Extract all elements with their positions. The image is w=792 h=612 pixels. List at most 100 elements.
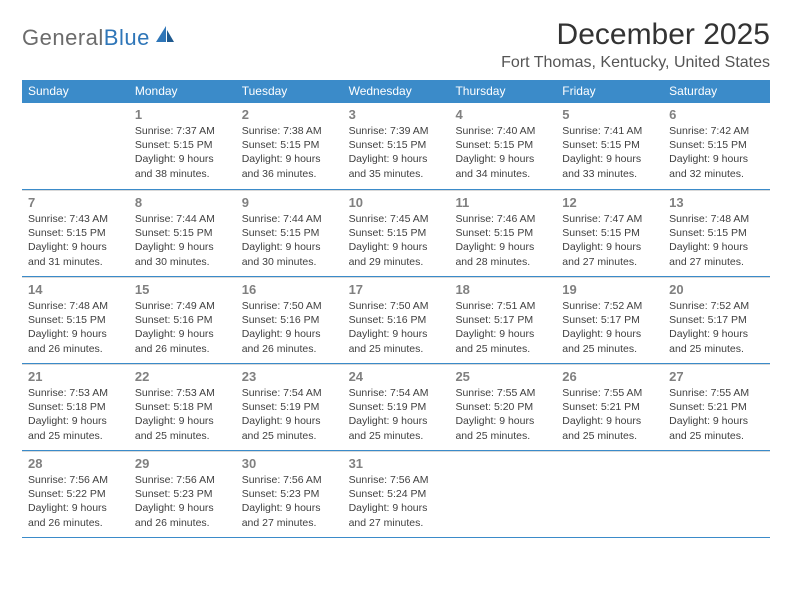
sunrise-line: Sunrise: 7:37 AM [135, 124, 230, 138]
sunrise-line: Sunrise: 7:53 AM [135, 386, 230, 400]
calendar-cell: 14Sunrise: 7:48 AMSunset: 5:15 PMDayligh… [22, 277, 129, 363]
daylight-line: Daylight: 9 hours and 31 minutes. [28, 240, 123, 268]
sunrise-line: Sunrise: 7:42 AM [669, 124, 764, 138]
dow-tuesday: Tuesday [236, 80, 343, 103]
daylight-line: Daylight: 9 hours and 33 minutes. [562, 152, 657, 180]
dow-monday: Monday [129, 80, 236, 103]
day-number: 21 [28, 369, 123, 384]
calendar-cell: 25Sunrise: 7:55 AMSunset: 5:20 PMDayligh… [449, 364, 556, 450]
sunrise-line: Sunrise: 7:44 AM [135, 212, 230, 226]
calendar-cell: 23Sunrise: 7:54 AMSunset: 5:19 PMDayligh… [236, 364, 343, 450]
daylight-line: Daylight: 9 hours and 27 minutes. [242, 501, 337, 529]
calendar-cell: 5Sunrise: 7:41 AMSunset: 5:15 PMDaylight… [556, 103, 663, 189]
month-title: December 2025 [501, 18, 770, 52]
daylight-line: Daylight: 9 hours and 25 minutes. [455, 327, 550, 355]
day-number: 1 [135, 107, 230, 122]
daylight-line: Daylight: 9 hours and 25 minutes. [349, 414, 444, 442]
sunset-line: Sunset: 5:15 PM [455, 138, 550, 152]
sunrise-line: Sunrise: 7:55 AM [669, 386, 764, 400]
calendar-cell [663, 451, 770, 537]
day-number: 10 [349, 195, 444, 210]
sunset-line: Sunset: 5:23 PM [135, 487, 230, 501]
sunrise-line: Sunrise: 7:39 AM [349, 124, 444, 138]
calendar-cell: 28Sunrise: 7:56 AMSunset: 5:22 PMDayligh… [22, 451, 129, 537]
sunset-line: Sunset: 5:16 PM [242, 313, 337, 327]
sunset-line: Sunset: 5:21 PM [562, 400, 657, 414]
logo-text: GeneralBlue [22, 25, 150, 51]
daylight-line: Daylight: 9 hours and 25 minutes. [242, 414, 337, 442]
daylight-line: Daylight: 9 hours and 29 minutes. [349, 240, 444, 268]
day-number: 11 [455, 195, 550, 210]
dow-saturday: Saturday [663, 80, 770, 103]
sail-icon [154, 24, 176, 51]
day-number: 5 [562, 107, 657, 122]
day-number: 3 [349, 107, 444, 122]
daylight-line: Daylight: 9 hours and 30 minutes. [135, 240, 230, 268]
sunset-line: Sunset: 5:15 PM [242, 226, 337, 240]
sunrise-line: Sunrise: 7:48 AM [28, 299, 123, 313]
calendar-cell: 3Sunrise: 7:39 AMSunset: 5:15 PMDaylight… [343, 103, 450, 189]
calendar-week: 14Sunrise: 7:48 AMSunset: 5:15 PMDayligh… [22, 277, 770, 364]
day-number: 12 [562, 195, 657, 210]
day-number: 8 [135, 195, 230, 210]
daylight-line: Daylight: 9 hours and 26 minutes. [28, 327, 123, 355]
sunset-line: Sunset: 5:21 PM [669, 400, 764, 414]
daylight-line: Daylight: 9 hours and 32 minutes. [669, 152, 764, 180]
sunset-line: Sunset: 5:19 PM [242, 400, 337, 414]
sunrise-line: Sunrise: 7:46 AM [455, 212, 550, 226]
calendar-cell: 18Sunrise: 7:51 AMSunset: 5:17 PMDayligh… [449, 277, 556, 363]
sunset-line: Sunset: 5:15 PM [562, 138, 657, 152]
sunset-line: Sunset: 5:17 PM [455, 313, 550, 327]
daylight-line: Daylight: 9 hours and 25 minutes. [562, 414, 657, 442]
day-number: 6 [669, 107, 764, 122]
sunset-line: Sunset: 5:16 PM [349, 313, 444, 327]
sunset-line: Sunset: 5:23 PM [242, 487, 337, 501]
daylight-line: Daylight: 9 hours and 25 minutes. [135, 414, 230, 442]
dow-sunday: Sunday [22, 80, 129, 103]
calendar-cell: 21Sunrise: 7:53 AMSunset: 5:18 PMDayligh… [22, 364, 129, 450]
sunrise-line: Sunrise: 7:40 AM [455, 124, 550, 138]
daylight-line: Daylight: 9 hours and 25 minutes. [562, 327, 657, 355]
daylight-line: Daylight: 9 hours and 27 minutes. [562, 240, 657, 268]
daylight-line: Daylight: 9 hours and 27 minutes. [669, 240, 764, 268]
sunset-line: Sunset: 5:18 PM [135, 400, 230, 414]
sunset-line: Sunset: 5:15 PM [28, 226, 123, 240]
calendar-cell [449, 451, 556, 537]
sunset-line: Sunset: 5:15 PM [455, 226, 550, 240]
sunset-line: Sunset: 5:15 PM [135, 138, 230, 152]
day-number: 19 [562, 282, 657, 297]
logo-text-gray: General [22, 25, 104, 50]
calendar-week: 28Sunrise: 7:56 AMSunset: 5:22 PMDayligh… [22, 451, 770, 538]
calendar-cell: 19Sunrise: 7:52 AMSunset: 5:17 PMDayligh… [556, 277, 663, 363]
daylight-line: Daylight: 9 hours and 26 minutes. [135, 327, 230, 355]
day-number: 20 [669, 282, 764, 297]
day-number: 16 [242, 282, 337, 297]
sunrise-line: Sunrise: 7:51 AM [455, 299, 550, 313]
daylight-line: Daylight: 9 hours and 25 minutes. [669, 327, 764, 355]
calendar-cell: 1Sunrise: 7:37 AMSunset: 5:15 PMDaylight… [129, 103, 236, 189]
calendar-cell: 10Sunrise: 7:45 AMSunset: 5:15 PMDayligh… [343, 190, 450, 276]
day-number: 4 [455, 107, 550, 122]
header: GeneralBlue December 2025 Fort Thomas, K… [22, 18, 770, 72]
dow-row: Sunday Monday Tuesday Wednesday Thursday… [22, 80, 770, 103]
sunset-line: Sunset: 5:15 PM [349, 138, 444, 152]
dow-wednesday: Wednesday [343, 80, 450, 103]
sunrise-line: Sunrise: 7:56 AM [135, 473, 230, 487]
sunset-line: Sunset: 5:15 PM [242, 138, 337, 152]
sunrise-line: Sunrise: 7:54 AM [349, 386, 444, 400]
sunset-line: Sunset: 5:15 PM [562, 226, 657, 240]
calendar-week: 7Sunrise: 7:43 AMSunset: 5:15 PMDaylight… [22, 190, 770, 277]
daylight-line: Daylight: 9 hours and 27 minutes. [349, 501, 444, 529]
calendar-cell: 26Sunrise: 7:55 AMSunset: 5:21 PMDayligh… [556, 364, 663, 450]
day-number: 15 [135, 282, 230, 297]
day-number: 31 [349, 456, 444, 471]
sunrise-line: Sunrise: 7:48 AM [669, 212, 764, 226]
calendar-cell: 15Sunrise: 7:49 AMSunset: 5:16 PMDayligh… [129, 277, 236, 363]
sunrise-line: Sunrise: 7:52 AM [669, 299, 764, 313]
title-block: December 2025 Fort Thomas, Kentucky, Uni… [501, 18, 770, 72]
sunset-line: Sunset: 5:19 PM [349, 400, 444, 414]
daylight-line: Daylight: 9 hours and 36 minutes. [242, 152, 337, 180]
logo: GeneralBlue [22, 18, 176, 51]
day-number: 9 [242, 195, 337, 210]
calendar-week: 1Sunrise: 7:37 AMSunset: 5:15 PMDaylight… [22, 103, 770, 190]
